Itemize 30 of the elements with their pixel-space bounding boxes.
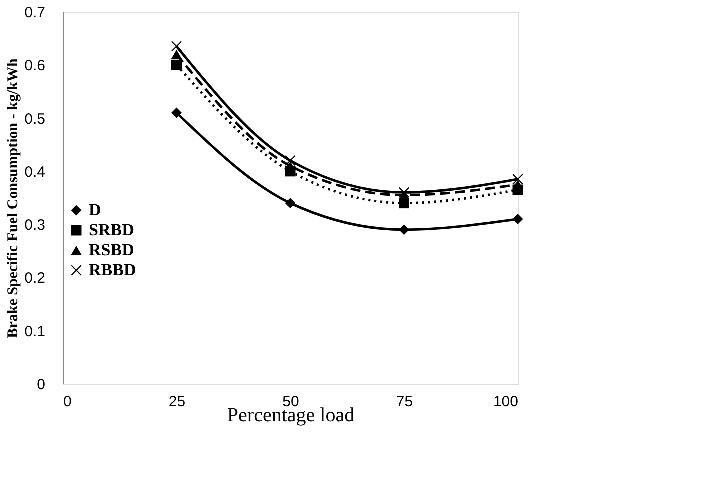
point <box>399 224 410 236</box>
legend-label: RSBD <box>89 240 134 260</box>
y-tick-label: 0.7 <box>24 4 46 22</box>
legend-label: D <box>89 200 102 220</box>
point <box>399 187 410 198</box>
x-tick-label: 0 <box>64 394 72 410</box>
point <box>512 180 524 190</box>
legend-label: RBBD <box>89 260 136 280</box>
point <box>512 174 524 185</box>
point <box>285 162 296 171</box>
y-tick-label: 0.4 <box>24 164 46 181</box>
legend-label: SRBD <box>89 220 134 240</box>
x-tick-label: 25 <box>168 394 186 410</box>
point <box>172 41 182 52</box>
y-tick-label: 0.1 <box>24 323 46 340</box>
point <box>172 50 182 60</box>
y-axis-title: Brake Specific Fuel Consumption - kg/kWh <box>6 58 22 338</box>
y-tick-label: 0.5 <box>24 110 46 128</box>
x-tick-label: 75 <box>396 394 414 410</box>
y-tick-label: 0 <box>37 376 46 394</box>
point <box>172 60 182 70</box>
x-tick-label: 50 <box>282 394 300 410</box>
point <box>285 198 296 209</box>
y-tick-label: 0.2 <box>24 270 46 288</box>
point <box>285 156 296 166</box>
x-tick-label: 100 <box>493 394 518 410</box>
point <box>512 214 524 224</box>
y-tick-label: 0.3 <box>24 217 46 234</box>
point <box>172 108 182 118</box>
y-tick-label: 0.6 <box>24 58 46 75</box>
